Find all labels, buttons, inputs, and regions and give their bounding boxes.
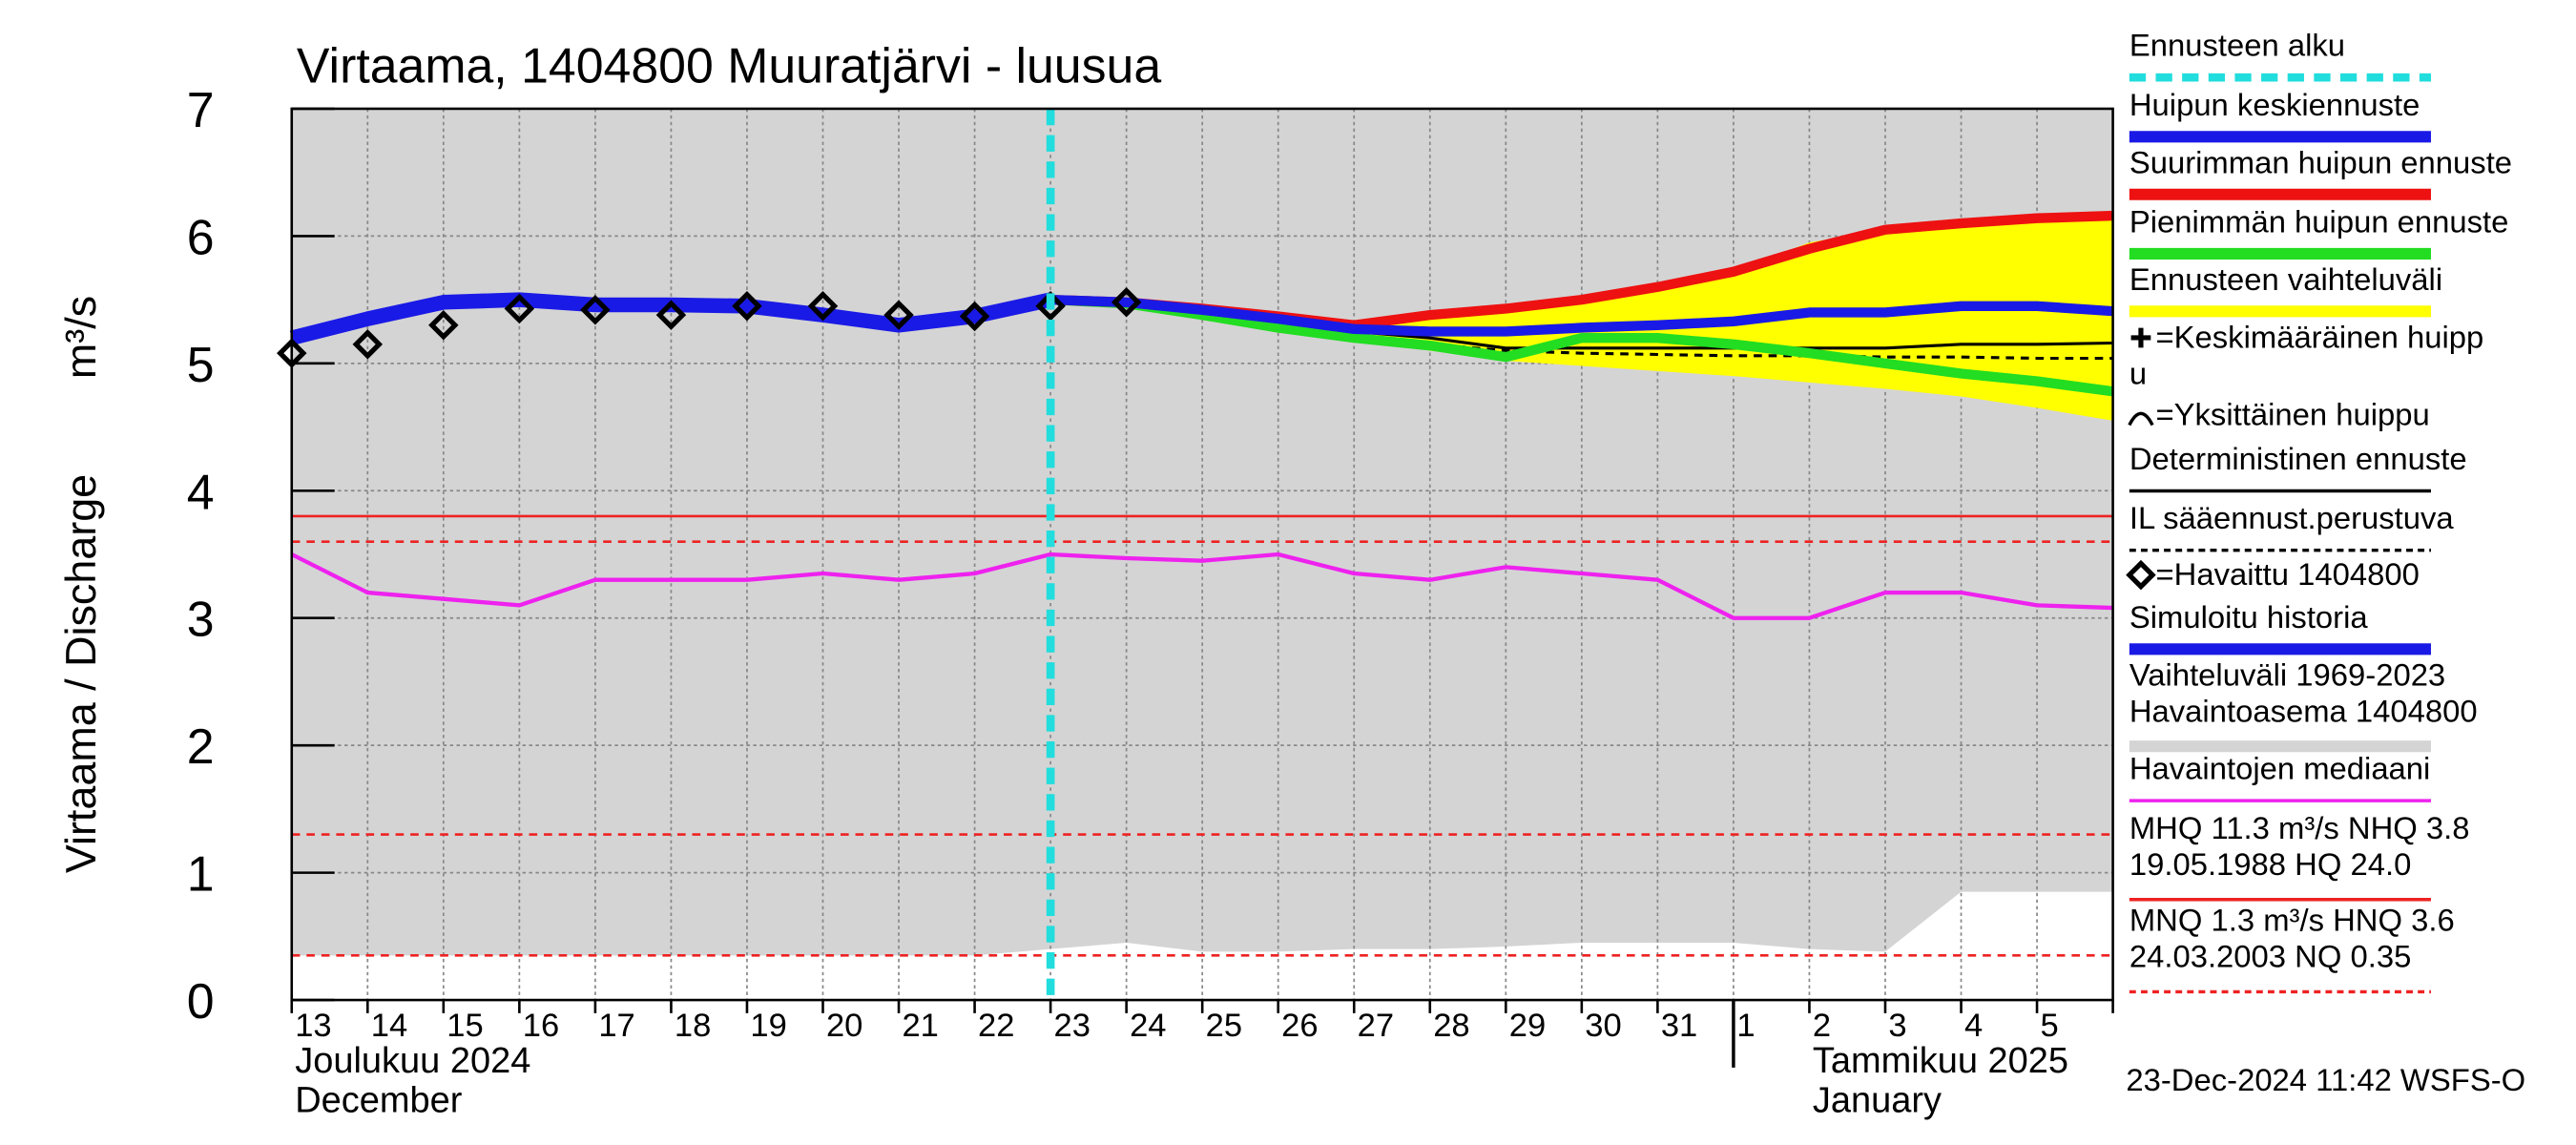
y-tick-label: 6 — [187, 209, 215, 264]
x-tick-label: 4 — [1964, 1008, 1983, 1044]
y-axis-unit: m³/s — [56, 296, 105, 379]
legend-label: Pienimmän huipun ennuste — [2129, 203, 2509, 239]
series-line — [290, 552, 2113, 620]
month-label: Joulukuu 2024 — [295, 1041, 530, 1081]
legend-label: u — [2129, 355, 2147, 390]
x-tick-label: 30 — [1585, 1008, 1621, 1044]
x-tick-label: 25 — [1206, 1008, 1242, 1044]
legend-label: 24.03.2003 NQ 0.35 — [2129, 939, 2411, 974]
legend-label: Havaintojen mediaani — [2129, 751, 2430, 786]
observed-point — [1111, 287, 1142, 318]
observed-point — [655, 300, 687, 330]
y-tick-label: 5 — [187, 337, 215, 392]
legend-label: =Keskimääräinen huipp — [2156, 319, 2484, 354]
legend-label: Ennusteen vaihteluväli — [2129, 261, 2442, 297]
legend-icon — [2130, 327, 2151, 348]
x-tick-label: 2 — [1813, 1008, 1831, 1044]
legend-label: Ennusteen alku — [2129, 28, 2345, 63]
series-line — [1049, 294, 2113, 337]
x-tick-label: 13 — [295, 1008, 331, 1044]
x-tick-label: 14 — [371, 1008, 407, 1044]
y-tick-label: 0 — [187, 973, 215, 1029]
x-tick-label: 16 — [523, 1008, 559, 1044]
legend-label: Vaihteluväli 1969-2023 — [2129, 656, 2445, 692]
month-label: Tammikuu 2025 — [1813, 1041, 2068, 1081]
observed-point — [959, 301, 990, 332]
y-axis-label: Virtaama / Discharge — [56, 474, 105, 873]
legend-label: Simuloitu historia — [2129, 599, 2369, 635]
observed-point — [428, 310, 459, 341]
observed-point — [732, 291, 762, 322]
observed-point — [352, 329, 384, 360]
legend-label: IL sääennust.perustuva — [2129, 500, 2455, 535]
y-tick-label: 2 — [187, 718, 215, 774]
x-tick-label: 27 — [1358, 1008, 1394, 1044]
chart-title: Virtaama, 1404800 Muuratjärvi - luusua — [297, 37, 1161, 93]
x-tick-label: 21 — [902, 1008, 938, 1044]
x-tick-label: 28 — [1433, 1008, 1469, 1044]
y-tick-label: 7 — [187, 82, 215, 137]
y-tick-label: 1 — [187, 846, 215, 902]
timestamp: 23-Dec-2024 11:42 WSFS-O — [2126, 1062, 2525, 1097]
legend-label: Huipun keskiennuste — [2129, 87, 2420, 122]
observed-point — [1035, 291, 1066, 322]
month-label: January — [1813, 1080, 1942, 1120]
x-tick-label: 20 — [826, 1008, 862, 1044]
legend-label: 19.05.1988 HQ 24.0 — [2129, 846, 2411, 882]
series-line — [1049, 294, 2114, 397]
legend-label: =Havaittu 1404800 — [2156, 556, 2420, 592]
x-tick-label: 26 — [1281, 1008, 1318, 1044]
observed-point — [504, 293, 535, 324]
x-tick-label: 15 — [447, 1008, 483, 1044]
legend-icon — [2126, 559, 2156, 591]
x-tick-label: 24 — [1130, 1008, 1166, 1044]
x-tick-label: 29 — [1509, 1008, 1546, 1044]
observed-point — [807, 291, 839, 322]
x-tick-label: 17 — [598, 1008, 634, 1044]
legend-label: MHQ 11.3 m³/s NHQ 3.8 — [2129, 810, 2470, 845]
x-tick-label: 23 — [1054, 1008, 1091, 1044]
legend-icon — [2128, 411, 2154, 427]
month-label: December — [295, 1080, 463, 1120]
x-tick-label: 5 — [2041, 1008, 2059, 1044]
x-tick-label: 18 — [675, 1008, 711, 1044]
y-tick-label: 4 — [187, 464, 215, 519]
observed-point — [580, 295, 611, 325]
x-tick-label: 31 — [1661, 1008, 1697, 1044]
plot-frame — [290, 107, 2114, 1002]
observed-point — [883, 300, 914, 330]
x-tick-label: 3 — [1888, 1008, 1906, 1044]
range-band — [1050, 216, 2113, 421]
legend-label: MNQ 1.3 m³/s HNQ 3.6 — [2129, 903, 2455, 938]
x-tick-label: 22 — [978, 1008, 1014, 1044]
legend-label: Havaintoasema 1404800 — [2129, 693, 2478, 728]
y-tick-label: 3 — [187, 592, 215, 647]
legend-label: Suurimman huipun ennuste — [2129, 144, 2512, 179]
x-tick-label: 19 — [750, 1008, 786, 1044]
x-tick-label: 1 — [1736, 1008, 1755, 1044]
legend-label: =Yksittäinen huippu — [2156, 396, 2430, 431]
legend-label: Deterministinen ennuste — [2129, 441, 2467, 476]
